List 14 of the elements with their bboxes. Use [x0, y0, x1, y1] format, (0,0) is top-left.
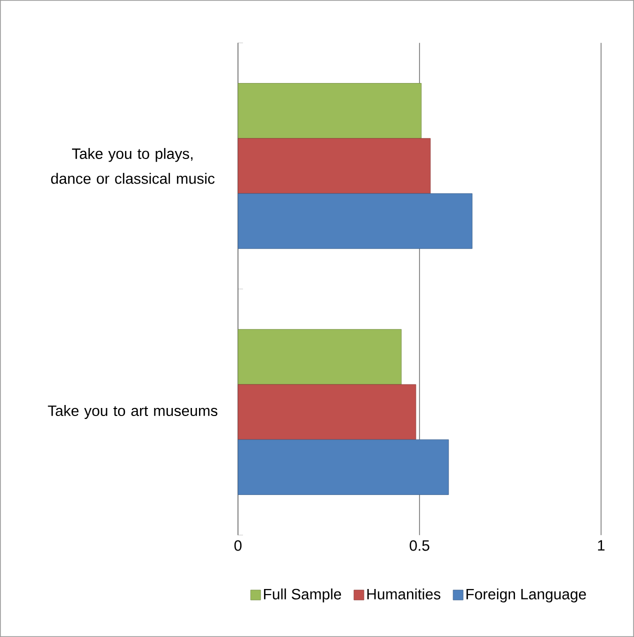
- bar: [238, 193, 472, 249]
- x-tick-label: 0: [234, 540, 242, 551]
- legend-label: Humanities: [367, 588, 440, 600]
- x-tick-label: 0.5: [410, 540, 430, 551]
- bar: [238, 83, 422, 139]
- bar: [238, 138, 431, 194]
- bar: [238, 384, 416, 440]
- x-tick-label: 1: [598, 540, 605, 551]
- legend-label: Full Sample: [264, 588, 342, 602]
- legend-label: Foreign Language: [466, 588, 586, 602]
- y-tick-label: Take you to art museums: [48, 405, 218, 419]
- y-tick-label: Take you to plays, dance or classical music: [51, 148, 215, 184]
- bar: [238, 439, 449, 495]
- bar: [238, 329, 402, 385]
